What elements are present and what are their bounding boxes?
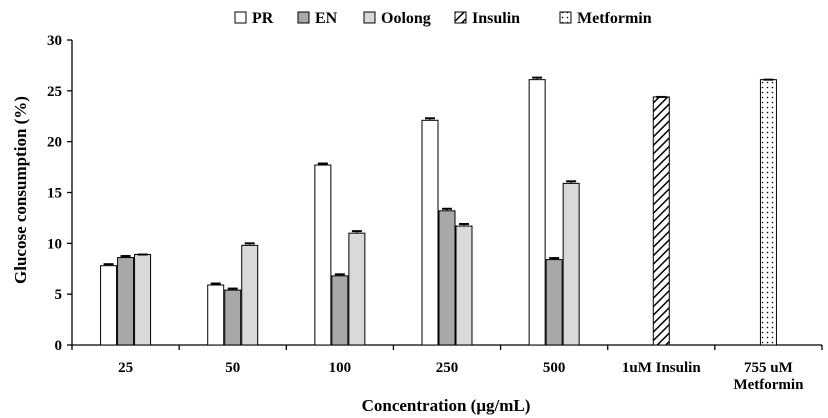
bar-en-1: [224, 289, 242, 346]
bar-oolong-4: [562, 182, 580, 346]
bar-pr-4: [528, 79, 546, 346]
bar-oolong-2: [348, 232, 366, 346]
bar-pr-2: [314, 164, 332, 346]
legend-swatch-insulin: [454, 11, 467, 24]
legend: PR EN Oolong Insulin Metformin: [234, 10, 652, 27]
y-tick-label: 30: [47, 33, 62, 49]
legend-label-en: EN: [315, 10, 338, 27]
bar-pr-0: [100, 265, 118, 346]
bar-oolong-3: [455, 225, 473, 346]
x-tick-label: 1uM Insulin: [622, 360, 701, 376]
bar-insulin-5: [652, 96, 670, 346]
x-tick-label-line2: Metformin: [733, 377, 804, 393]
y-tick-label: 10: [47, 236, 62, 252]
legend-swatch-pr: [234, 11, 247, 24]
bar-oolong-0: [134, 254, 152, 346]
legend-swatch-en: [297, 11, 310, 24]
y-tick-label: 20: [47, 135, 62, 151]
x-tick-label: 250: [436, 360, 459, 376]
y-axis-title: Glucose consumption (%): [11, 96, 30, 284]
y-tick-label: 5: [55, 287, 63, 303]
y-tick-label: 15: [47, 186, 62, 202]
x-tick-label: 100: [329, 360, 352, 376]
x-axis-title: Concentration (μg/mL): [362, 396, 531, 415]
bar-oolong-1: [241, 244, 259, 346]
x-tick-label: 755 uM: [744, 360, 793, 376]
legend-label-insulin: Insulin: [472, 10, 520, 27]
x-tick-label: 50: [225, 360, 240, 376]
x-tick-label: 500: [543, 360, 566, 376]
y-tick-label: 25: [47, 84, 62, 100]
bar-en-2: [331, 275, 349, 346]
legend-swatch-metformin: [559, 11, 572, 24]
bar-en-3: [438, 210, 456, 346]
bar-pr-3: [421, 119, 439, 346]
bar-en-4: [545, 259, 563, 346]
y-tick-label: 0: [55, 338, 63, 354]
legend-label-oolong: Oolong: [381, 10, 431, 27]
bars: [100, 76, 777, 346]
legend-label-metformin: Metformin: [577, 10, 652, 27]
bar-en-0: [117, 257, 135, 346]
y-axis: 0 5 10 15 20 25 30: [47, 33, 73, 354]
bar-pr-1: [207, 284, 225, 346]
bar-metformin-6: [759, 79, 777, 346]
legend-label-pr: PR: [252, 10, 274, 27]
legend-swatch-oolong: [363, 11, 376, 24]
x-tick-label: 25: [118, 360, 133, 376]
